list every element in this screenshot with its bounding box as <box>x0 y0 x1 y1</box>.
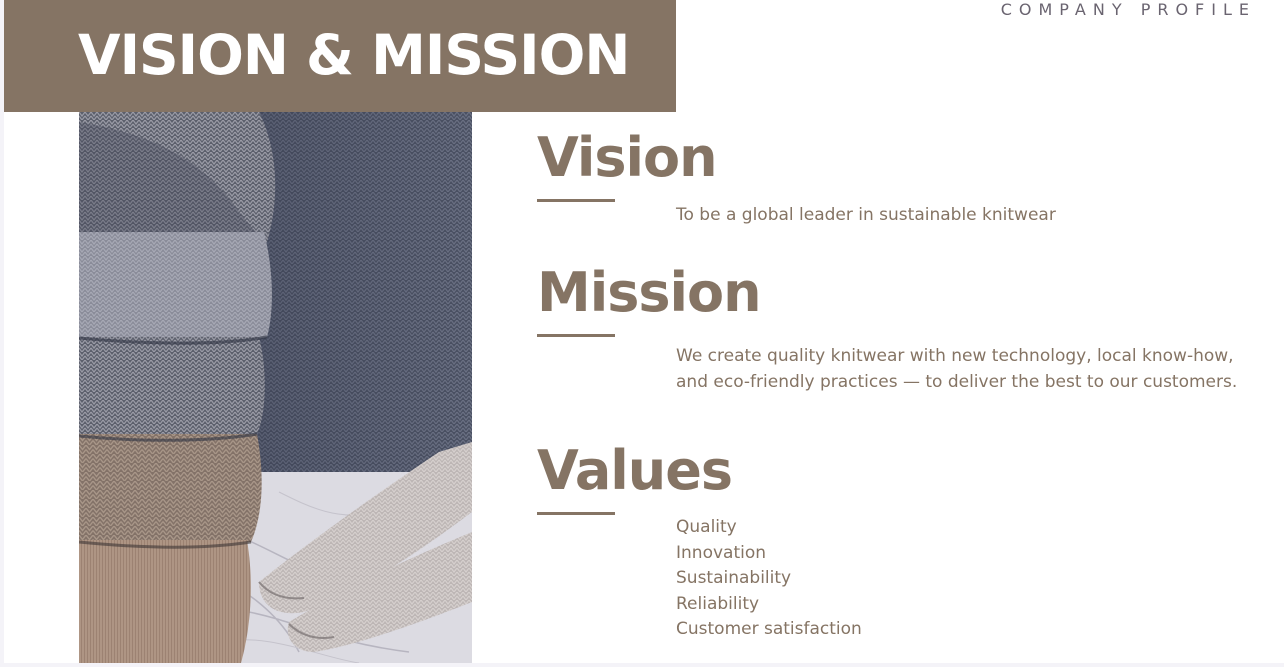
vision-text: To be a global leader in sustainable kni… <box>676 205 1056 225</box>
values-list-item: Innovation <box>676 542 767 563</box>
vision-divider <box>537 199 615 202</box>
mission-text: We create quality knitwear with new tech… <box>676 346 1238 392</box>
mission-divider <box>537 334 615 337</box>
values-list-item: Customer satisfaction <box>676 619 862 639</box>
vision-heading: Vision <box>537 126 718 189</box>
knitwear-photo <box>79 112 472 663</box>
values-list-item: Reliability <box>676 593 760 614</box>
values-list-item: Quality <box>676 517 737 537</box>
values-list: Quality Innovation Sustainability Reliab… <box>676 515 1076 643</box>
title-banner: VISION & MISSION <box>4 0 676 112</box>
values-heading: Values <box>537 439 733 502</box>
values-list-item: Sustainability <box>676 568 792 588</box>
page-title: VISION & MISSION <box>78 23 630 87</box>
eyebrow-label: COMPANY PROFILE <box>1000 0 1256 19</box>
mission-heading: Mission <box>537 261 762 324</box>
slide: COMPANY PROFILE VISION & MISSION <box>4 0 1284 663</box>
values-divider <box>537 512 615 515</box>
